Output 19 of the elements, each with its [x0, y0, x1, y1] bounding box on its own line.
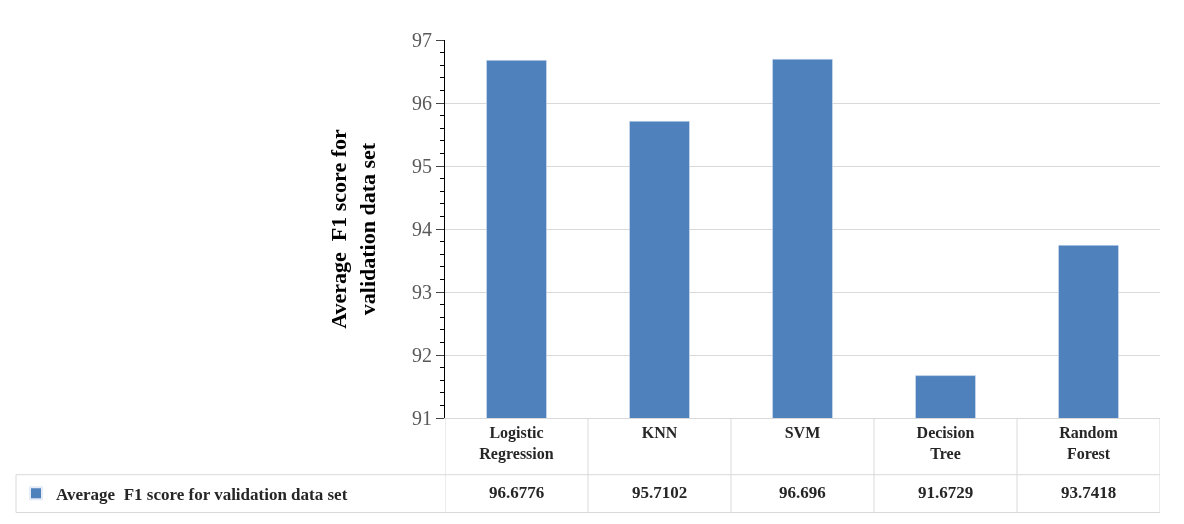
x-tick-label: SVM	[784, 424, 821, 442]
data-label: 93.7418	[1061, 483, 1117, 502]
data-label: 95.7102	[632, 483, 688, 502]
y-axis-title: Average F1 score for validation data set	[326, 129, 380, 329]
x-tick-label: KNN	[641, 424, 678, 442]
legend-label: Average F1 score for validation data set	[56, 484, 348, 504]
y-tick-label: 96	[412, 92, 432, 114]
data-label: 96.6776	[489, 483, 545, 502]
x-tick-label: Decision Tree	[916, 424, 975, 462]
data-label: 91.6729	[918, 483, 974, 502]
y-tick-label: 92	[412, 344, 432, 366]
x-tick-label: Logistic Regression	[479, 424, 554, 463]
x-tick-label: Random Forest	[1059, 424, 1119, 462]
y-tick-label: 93	[412, 281, 432, 303]
y-tick-label: 95	[412, 155, 432, 177]
y-tick-label: 91	[412, 407, 432, 429]
data-label: 96.696	[779, 483, 826, 502]
y-tick-label: 94	[412, 218, 432, 240]
y-tick-label: 97	[412, 29, 432, 51]
